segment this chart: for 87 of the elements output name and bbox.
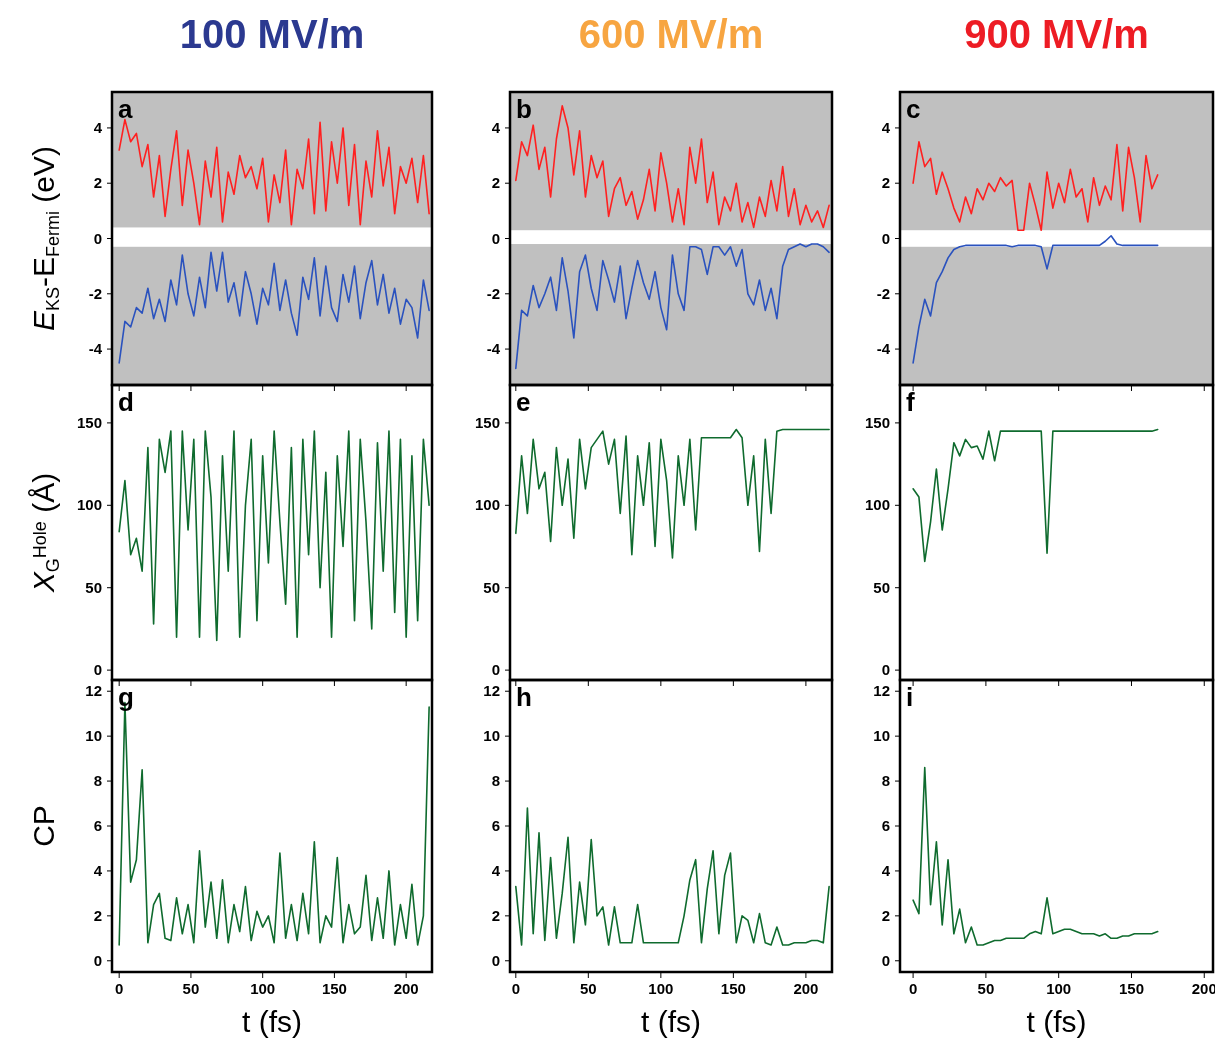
- y-tick-label: 12: [483, 682, 500, 700]
- x-tick-label: 150: [321, 980, 347, 997]
- y-tick-label: 10: [873, 727, 890, 745]
- y-tick-label: -4: [486, 340, 501, 358]
- x-tick-label: 200: [393, 980, 419, 997]
- y-tick-label: 0: [491, 661, 500, 679]
- y-tick-label: 2: [491, 174, 500, 192]
- x-tick-label: 200: [793, 980, 819, 997]
- x-tick-label: 100: [1046, 980, 1072, 997]
- line-series: [912, 234, 1159, 364]
- y-tick-label: 10: [483, 727, 500, 745]
- y-tick-label: 2: [93, 174, 102, 192]
- line-series: [515, 428, 830, 559]
- x-tick-label: 0: [908, 980, 918, 997]
- chart-title: 900 MV/m: [964, 12, 1149, 56]
- y-tick-label: -4: [88, 340, 103, 358]
- x-tick-label: 150: [720, 980, 746, 997]
- x-tick-label: 100: [648, 980, 674, 997]
- y-tick-label: -2: [88, 284, 102, 302]
- y-tick-label: 0: [93, 661, 102, 679]
- x-tick-label: 0: [511, 980, 520, 997]
- x-tick-label: 100: [250, 980, 276, 997]
- x-tick-label: 0: [115, 980, 124, 997]
- x-tick-label: 50: [182, 980, 200, 997]
- y-tick-label: 6: [881, 817, 890, 834]
- y-tick-label: 4: [491, 118, 501, 136]
- annotation: c: [906, 94, 921, 124]
- line-series: [118, 118, 430, 226]
- line-series: [515, 807, 830, 946]
- x-tick-label: 50: [579, 980, 597, 997]
- y-tick-label: 150: [474, 413, 500, 431]
- y-tick-label: 50: [873, 578, 890, 596]
- annotation: g: [118, 682, 134, 712]
- y-tick-label: 0: [881, 229, 890, 247]
- y-tick-label: 4: [93, 118, 103, 136]
- y-tick-label: 12: [873, 682, 890, 700]
- y-tick-label: 100: [76, 496, 102, 514]
- y-tick-label: 0: [93, 229, 102, 247]
- y-tick-label: 0: [491, 951, 500, 969]
- y-tick-label: 8: [93, 772, 102, 790]
- y-tick-label: 0: [93, 951, 102, 969]
- line-series: [912, 766, 1159, 946]
- y-tick-label: 12: [85, 682, 102, 700]
- annotation: a: [118, 94, 133, 124]
- line-series: [118, 430, 430, 642]
- y-tick-label: 100: [474, 496, 500, 514]
- line-series: [118, 251, 430, 364]
- x-axis-title: t (fs): [1026, 1005, 1087, 1038]
- y-tick-label: 150: [76, 413, 102, 431]
- y-tick-label: 2: [93, 906, 102, 924]
- y-tick-label: 2: [881, 906, 890, 924]
- line-series: [912, 140, 1159, 232]
- y-tick-label: 8: [491, 772, 500, 790]
- y-tick-label: 2: [491, 906, 500, 924]
- y-tick-label: -4: [876, 340, 891, 358]
- y-tick-label: 150: [864, 413, 890, 431]
- y-tick-label: 4: [881, 118, 891, 136]
- y-tick-label: 0: [881, 661, 890, 679]
- x-axis-title: t (fs): [641, 1005, 701, 1038]
- x-tick-label: 50: [977, 980, 995, 997]
- y-tick-label: 10: [85, 727, 102, 745]
- x-axis-title: t (fs): [242, 1005, 302, 1038]
- y-tick-label: 6: [491, 817, 500, 834]
- y-tick-label: -2: [876, 284, 890, 302]
- annotation: e: [516, 387, 531, 417]
- annotation: f: [906, 387, 915, 417]
- y-tick-label: 50: [483, 578, 500, 596]
- line-series: [912, 428, 1159, 563]
- y-axis-title: CP: [27, 805, 60, 847]
- annotation: i: [906, 682, 914, 712]
- x-tick-label: 150: [1118, 980, 1144, 997]
- y-tick-label: -2: [486, 284, 500, 302]
- y-tick-label: 4: [93, 861, 103, 879]
- y-tick-label: 2: [881, 174, 890, 192]
- chart-title: 100 MV/m: [179, 12, 365, 56]
- y-tick-label: 50: [85, 578, 102, 596]
- chart-title: 600 MV/m: [578, 12, 764, 56]
- annotation: d: [118, 387, 134, 417]
- y-tick-label: 0: [881, 951, 890, 969]
- annotation: h: [516, 682, 532, 712]
- y-tick-label: 0: [491, 229, 500, 247]
- y-tick-label: 8: [881, 772, 890, 790]
- y-tick-label: 100: [864, 496, 890, 514]
- y-tick-label: 4: [881, 861, 891, 879]
- y-tick-label: 4: [491, 861, 501, 879]
- annotation: b: [516, 94, 532, 124]
- y-tick-label: 6: [93, 817, 102, 834]
